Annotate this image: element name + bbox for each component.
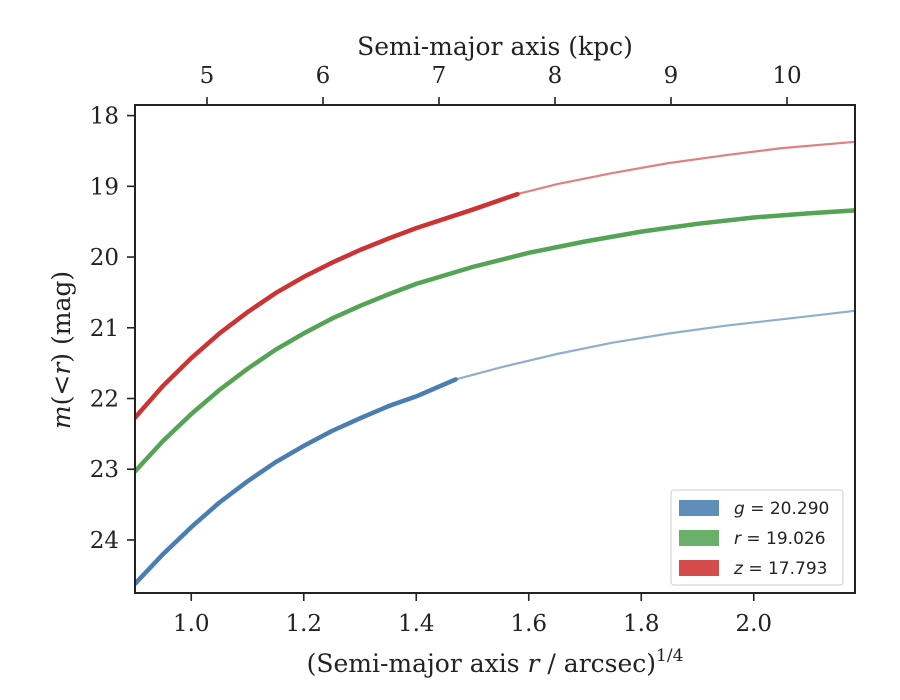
plot-frame xyxy=(134,104,856,594)
x-tick-label: 1.0 xyxy=(173,611,210,637)
legend-label: g = 20.290 xyxy=(734,499,829,519)
x-axis: 1.0 1.2 1.4 1.6 1.8 2.0 xyxy=(173,593,772,637)
y-axis-label: m(<r) (mag) xyxy=(47,271,76,429)
top-tick-label: 5 xyxy=(200,63,215,89)
y-tick-label: 21 xyxy=(90,316,119,342)
legend-swatch xyxy=(679,500,719,516)
top-axis-label: Semi-major axis (kpc) xyxy=(357,32,633,61)
x-tick-label: 2.0 xyxy=(735,611,772,637)
top-tick-label: 10 xyxy=(772,63,801,89)
top-tick-label: 6 xyxy=(316,63,331,89)
x-tick-label: 1.8 xyxy=(623,611,660,637)
series-2-line xyxy=(135,191,520,420)
y-tick-label: 24 xyxy=(90,528,119,554)
y-tick-label: 22 xyxy=(90,387,119,413)
series-0-model-line xyxy=(454,309,855,381)
y-axis: 18 19 20 21 22 23 24 xyxy=(90,104,135,554)
series-1-line xyxy=(135,208,855,474)
legend-label: z = 17.793 xyxy=(733,559,827,579)
top-tick-label: 7 xyxy=(432,63,447,89)
x-tick-label: 1.6 xyxy=(510,611,547,637)
top-tick-label: 9 xyxy=(664,63,679,89)
legend-swatch xyxy=(679,560,719,576)
y-tick-label: 20 xyxy=(90,245,119,271)
x-tick-label: 1.4 xyxy=(398,611,435,637)
legend-label: r = 19.026 xyxy=(734,529,826,549)
top-tick-label: 8 xyxy=(548,63,563,89)
y-tick-label: 18 xyxy=(90,104,119,130)
y-tick-label: 19 xyxy=(90,174,119,200)
series-2-model-line xyxy=(516,140,855,196)
x-axis-label: (Semi-major axis r / arcsec)1/4 xyxy=(307,646,684,678)
y-tick-label: 23 xyxy=(90,457,119,483)
x-tick-label: 1.2 xyxy=(285,611,322,637)
legend: g = 20.290 r = 19.026 z = 17.793 xyxy=(670,489,844,586)
legend-swatch xyxy=(679,530,719,546)
top-axis: 5 6 7 8 9 10 xyxy=(200,63,802,105)
series-0-line xyxy=(135,377,458,587)
plot-lines xyxy=(135,140,855,587)
